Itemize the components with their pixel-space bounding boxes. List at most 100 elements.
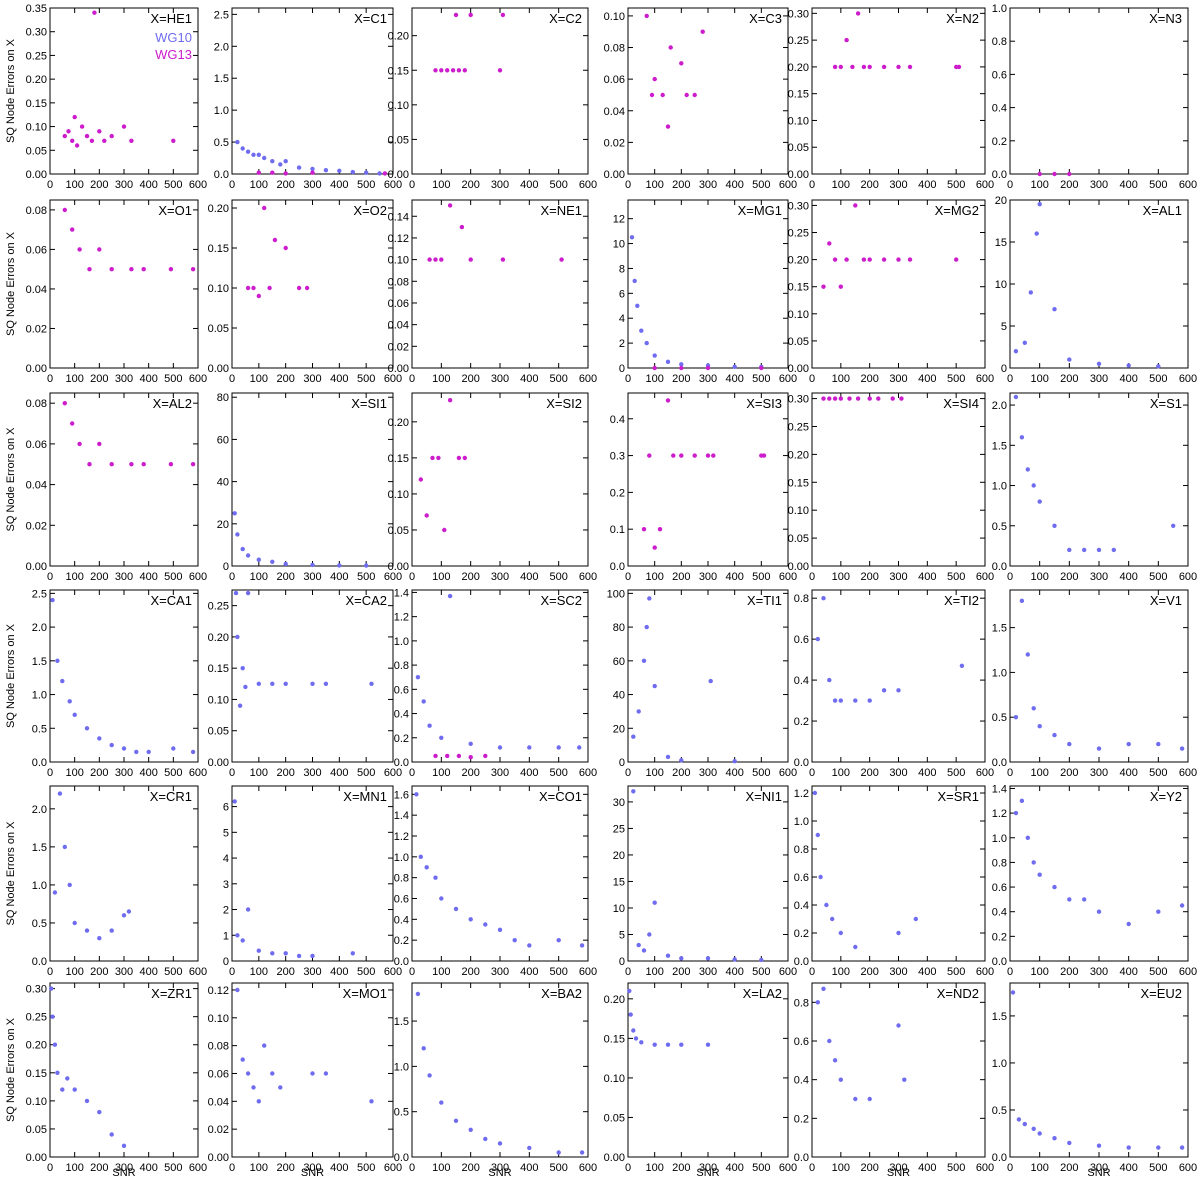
data-point-wg13 [109, 133, 114, 139]
data-point-wg10 [1037, 499, 1042, 504]
y-tick-label: 0.15 [788, 282, 809, 294]
y-tick-label: 0.0 [992, 169, 1007, 181]
x-axis-title: SNR [887, 1167, 910, 1179]
y-tick-label: 0 [619, 956, 625, 968]
data-point-wg10 [732, 957, 737, 962]
x-tick-label: 0 [409, 571, 415, 583]
x-tick-label: 600 [976, 966, 994, 978]
data-point-wg13 [89, 138, 95, 143]
y-tick-label: 1.2 [394, 612, 409, 624]
x-tick-label: 0 [625, 571, 631, 583]
data-point-wg10 [1025, 835, 1031, 840]
data-point-wg13 [296, 285, 302, 291]
x-tick-label: 200 [672, 373, 690, 385]
data-point-wg10 [1067, 547, 1072, 553]
y-tick-label: 0.4 [794, 1075, 809, 1087]
panel-ni1: 0 100 200 300 400 500 600 0 5 10 15 20 25 30 X=NI1 [613, 785, 797, 978]
x-tick-label: 200 [276, 966, 294, 978]
x-tick-label: 500 [1149, 767, 1167, 779]
data-point-wg10 [415, 675, 421, 680]
data-point-wg10 [421, 699, 426, 704]
y-tick-label: 0.08 [604, 43, 625, 55]
data-point-wg10 [453, 906, 459, 912]
y-tick-label: 0.15 [788, 477, 809, 489]
panel-si2: 0 100 200 300 400 500 600 0.00 0.05 0.10 0.15 0.20 X… [388, 392, 597, 583]
data-point-wg13 [79, 124, 85, 129]
data-point-wg13 [256, 293, 261, 299]
data-point-wg10 [427, 1073, 432, 1078]
data-point-wg10 [270, 159, 275, 164]
x-tick-label: 0 [47, 373, 53, 385]
data-point-wg10 [1013, 394, 1019, 400]
y-tick-label: 1.5 [32, 842, 47, 854]
data-point-wg10 [251, 1085, 256, 1090]
data-point-wg13 [652, 545, 657, 550]
x-tick-label: 500 [549, 571, 567, 583]
y-tick-label: 3 [223, 879, 229, 891]
y-tick-label: 0.25 [208, 601, 229, 613]
y-tick-label: 1.0 [992, 1058, 1007, 1070]
data-point-wg13 [500, 12, 506, 18]
plot-frame [627, 392, 789, 567]
x-tick-label: 300 [699, 179, 717, 191]
data-point-wg10 [705, 1042, 711, 1047]
y-tick-label: 1 [223, 930, 229, 942]
data-point-wg13 [251, 285, 256, 291]
y-tick-label: 0.8 [394, 873, 409, 885]
data-point-wg13 [462, 455, 467, 461]
x-axis-title: SNR [696, 1167, 719, 1179]
x-tick-label: 200 [1060, 179, 1078, 191]
plot-frame [811, 199, 986, 369]
x-tick-label: 400 [330, 767, 348, 779]
x-tick-label: 200 [461, 179, 479, 191]
data-point-wg13 [896, 257, 901, 262]
y-tick-label: 0.0 [794, 956, 809, 968]
x-tick-label: 400 [918, 1162, 936, 1174]
x-tick-label: 500 [357, 373, 375, 385]
panel-title: X=SR1 [937, 789, 979, 804]
data-point-wg10 [627, 988, 632, 994]
data-point-wg13 [867, 257, 872, 262]
x-tick-label: 300 [115, 1162, 133, 1174]
y-tick-label: 0.4 [992, 907, 1007, 919]
y-tick-label: 0.15 [26, 1068, 47, 1080]
data-point-wg10 [641, 658, 647, 663]
data-point-wg13 [77, 247, 82, 252]
data-point-wg10 [310, 562, 315, 568]
plot-frame [49, 785, 199, 962]
data-point-wg10 [109, 928, 114, 933]
x-tick-label: 400 [1119, 1162, 1137, 1174]
data-point-wg13 [652, 365, 657, 371]
x-tick-label: 400 [520, 1162, 538, 1174]
y-tick-label: 0.4 [992, 103, 1007, 115]
x-tick-label: 200 [672, 966, 690, 978]
data-point-wg13 [832, 396, 838, 401]
data-point-wg13 [641, 527, 647, 532]
data-point-wg13 [70, 421, 75, 426]
y-tick-label: 0.4 [394, 914, 409, 926]
x-tick-label: 300 [115, 179, 133, 191]
y-tick-label: 1.5 [394, 1016, 409, 1028]
x-axis-title: SNR [301, 1167, 324, 1179]
data-point-wg10 [310, 681, 315, 686]
data-point-wg13 [84, 133, 90, 139]
data-point-wg13 [838, 396, 843, 401]
data-point-wg10 [262, 1043, 267, 1048]
x-tick-label: 100 [65, 373, 83, 385]
y-tick-label: 0.30 [788, 394, 809, 406]
x-tick-label: 400 [139, 179, 157, 191]
data-point-wg10 [665, 953, 671, 958]
x-tick-label: 0 [809, 767, 815, 779]
x-tick-label: 500 [752, 1162, 770, 1174]
plot-frame [1009, 785, 1189, 962]
x-tick-label: 300 [699, 373, 717, 385]
data-point-wg10 [629, 235, 635, 240]
panel-title: X=Y2 [1150, 789, 1182, 804]
data-point-wg10 [1156, 364, 1161, 369]
data-point-wg10 [631, 1028, 636, 1033]
data-point-wg10 [1067, 741, 1072, 747]
x-tick-label: 100 [832, 571, 850, 583]
x-tick-label: 100 [645, 571, 663, 583]
y-tick-label: 2.5 [214, 9, 229, 21]
data-point-wg10 [283, 681, 288, 686]
